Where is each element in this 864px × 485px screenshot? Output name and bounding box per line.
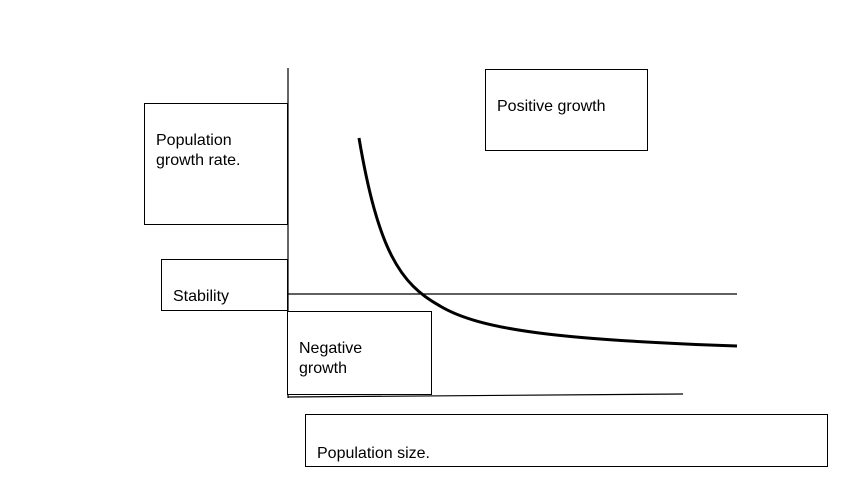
x-axis-label: Population size. — [317, 445, 430, 462]
positive-growth-label: Positive growth — [497, 98, 606, 115]
stability-label: Stability — [173, 288, 230, 305]
y-axis-label: Population growth rate. — [156, 132, 241, 169]
growth-rate-curve — [357, 137, 738, 348]
stability-box: Stability — [161, 259, 288, 311]
positive-growth-box: Positive growth — [485, 69, 648, 151]
negative-growth-label: Negative growth — [299, 340, 363, 377]
x-axis-label-box: Population size. — [305, 414, 828, 467]
negative-growth-box: Negative growth — [287, 311, 432, 395]
x-axis-line — [287, 393, 684, 398]
y-axis-label-box: Population growth rate. — [144, 103, 288, 225]
